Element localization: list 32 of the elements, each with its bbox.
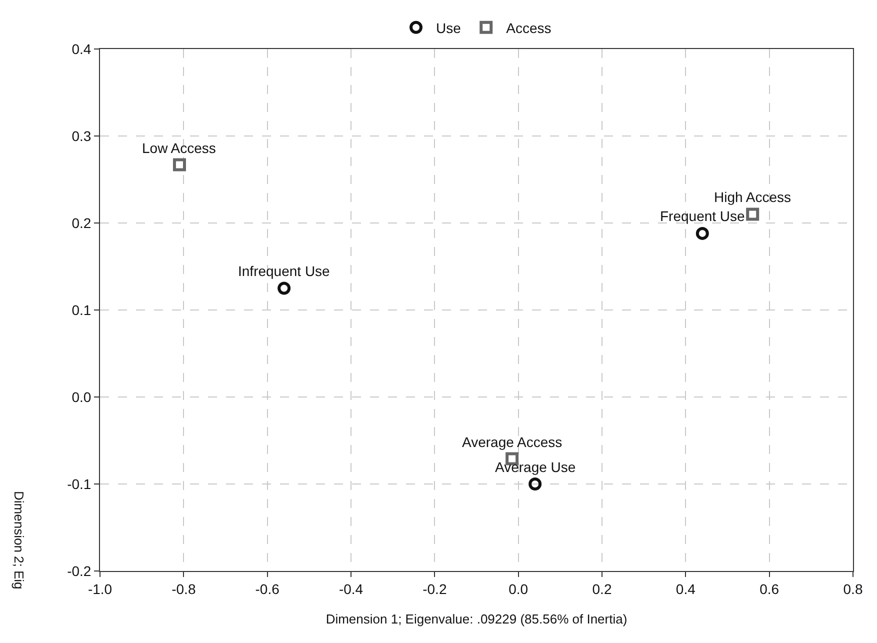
annotation: Average Access xyxy=(462,434,562,450)
x-tick-label: -0.2 xyxy=(422,580,447,597)
y-tick-label: -0.2 xyxy=(67,562,92,579)
legend-label: Access xyxy=(506,20,552,36)
annotation: Low Access xyxy=(142,140,216,156)
x-tick-label: 0.8 xyxy=(843,580,863,597)
x-tick-label: -0.8 xyxy=(172,580,196,597)
y-axis-title: Dimension 2; Eig xyxy=(11,491,26,590)
y-tick-label: 0.3 xyxy=(72,128,92,144)
y-tick-label: 0.0 xyxy=(72,388,92,405)
annotation: High Access xyxy=(714,189,792,205)
x-tick-label: 0.2 xyxy=(592,580,612,597)
x-tick-label: 0.6 xyxy=(760,580,780,597)
x-tick-label: 0.4 xyxy=(676,580,696,597)
x-tick-label: -0.4 xyxy=(338,580,364,597)
x-axis-title: Dimension 1; Eigenvalue: .09229 (85.56% of Inertia) xyxy=(326,611,628,626)
point xyxy=(696,226,709,240)
x-tick-label: -0.6 xyxy=(255,580,280,597)
y-tick-label: 0.4 xyxy=(72,40,92,57)
annotation: Average Use xyxy=(495,459,576,475)
point xyxy=(172,158,186,172)
y-tick-label: 0.1 xyxy=(72,302,92,318)
point xyxy=(528,478,542,490)
y-tick-label: -0.1 xyxy=(67,476,92,492)
x-tick-label: 0.0 xyxy=(508,580,528,597)
x-tick-label: -1.0 xyxy=(88,580,112,597)
legend-label: Use xyxy=(436,20,462,36)
annotation: Frequent Use xyxy=(660,208,746,224)
y-tick-label: 0.2 xyxy=(72,214,92,231)
point xyxy=(278,282,291,295)
annotation: Infrequent Use xyxy=(238,263,330,279)
point xyxy=(746,208,760,221)
